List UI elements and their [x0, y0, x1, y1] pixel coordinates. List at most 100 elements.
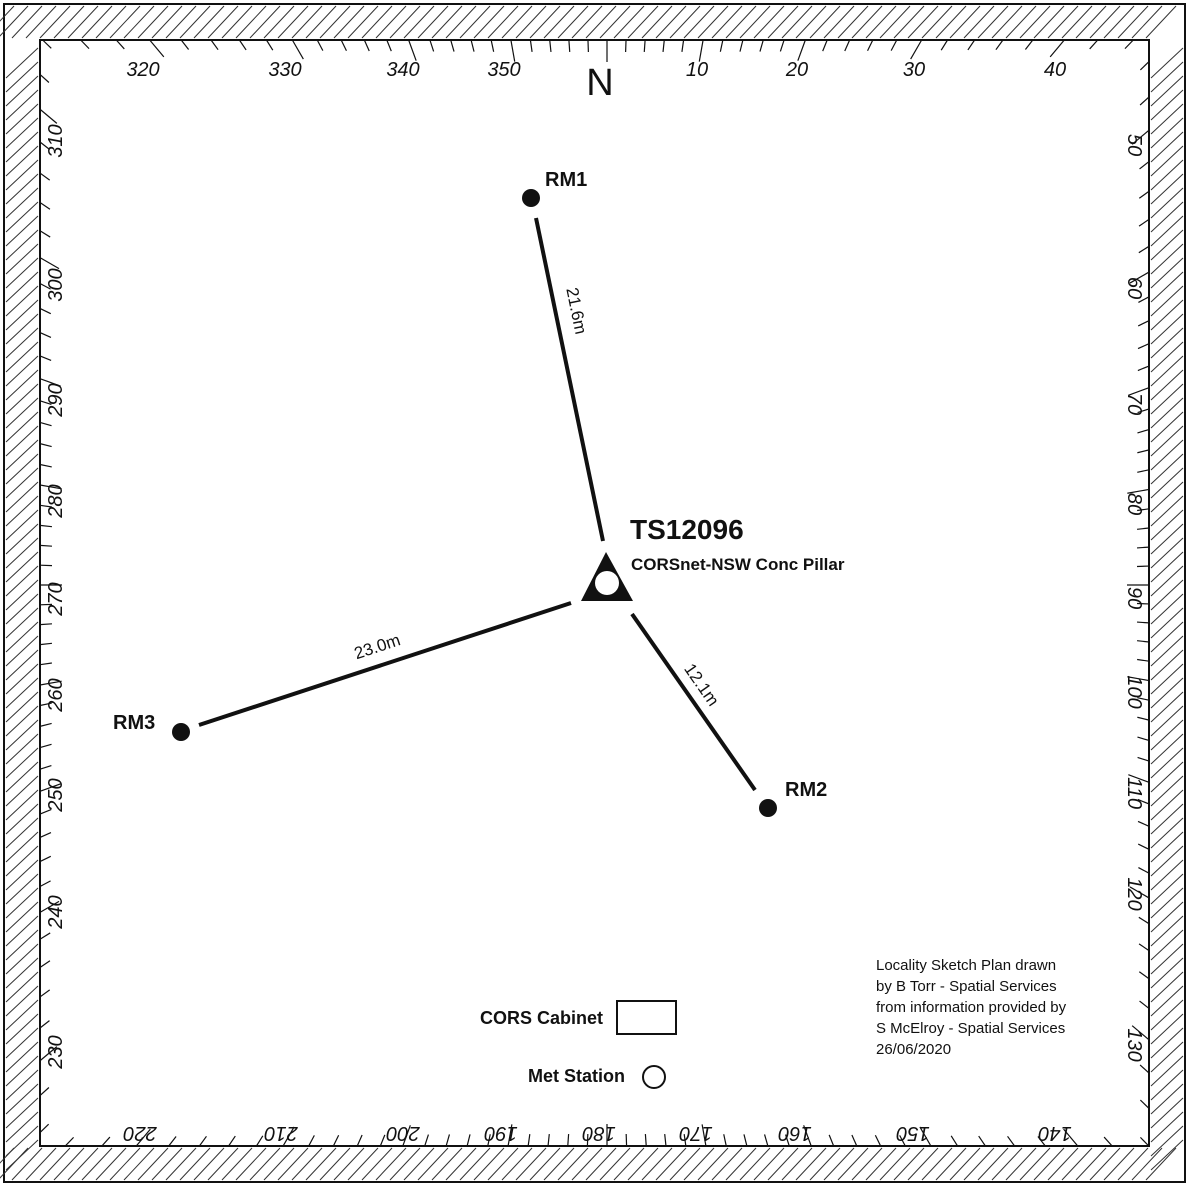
- rm1-distance: 21.6m: [562, 286, 590, 336]
- hatch-stroke: [1145, 1147, 1177, 1181]
- hatch-stroke: [5, 859, 39, 891]
- met-station-circle-icon: [642, 1065, 666, 1089]
- hatch-stroke: [221, 1147, 253, 1181]
- hatch-stroke: [207, 1147, 239, 1181]
- hatch-stroke: [711, 1147, 743, 1181]
- bearing-label: 200: [386, 1122, 420, 1144]
- hatch-stroke: [11, 1147, 43, 1181]
- hatch-stroke: [235, 5, 267, 39]
- degree-tick: [340, 39, 347, 52]
- hatch-stroke: [5, 215, 39, 247]
- hatch-stroke: [5, 985, 39, 1017]
- hatch-stroke: [1150, 649, 1184, 681]
- hatch-stroke: [5, 747, 39, 779]
- bearing-label: 230: [45, 1035, 67, 1069]
- degree-tick: [1128, 774, 1150, 783]
- hatch-stroke: [1150, 313, 1184, 345]
- hatch-stroke: [1150, 579, 1184, 611]
- hatch-stroke: [5, 691, 39, 723]
- hatch-stroke: [5, 677, 39, 709]
- hatch-stroke: [5, 313, 39, 345]
- rm3-distance: 23.0m: [352, 630, 403, 663]
- degree-tick: [39, 809, 52, 815]
- degree-tick: [39, 443, 52, 448]
- degree-tick: [356, 1134, 363, 1147]
- degree-tick: [39, 230, 51, 238]
- hatch-stroke: [1150, 607, 1184, 639]
- hatch-stroke: [935, 5, 967, 39]
- degree-tick: [664, 1134, 667, 1147]
- degree-tick: [39, 544, 53, 547]
- hatch-stroke: [5, 873, 39, 905]
- degree-tick: [180, 39, 190, 50]
- degree-tick: [1138, 190, 1150, 199]
- hatch-stroke: [1150, 257, 1184, 289]
- hatch-stroke: [879, 1147, 911, 1181]
- hatch-stroke: [5, 1055, 39, 1087]
- hatch-stroke: [417, 5, 449, 39]
- bearing-label: 60: [1123, 277, 1145, 299]
- hatch-stroke: [501, 1147, 533, 1181]
- hatch-stroke: [1019, 1147, 1051, 1181]
- degree-tick: [39, 855, 52, 863]
- cabinet-rectangle-icon: [616, 1000, 677, 1035]
- hatch-stroke: [1150, 369, 1184, 401]
- credit-line: 26/06/2020: [876, 1041, 951, 1058]
- degree-tick: [39, 307, 52, 315]
- hatch-stroke: [5, 355, 39, 387]
- hatch-stroke: [1019, 5, 1051, 39]
- bearing-label: 210: [264, 1122, 298, 1144]
- degree-tick: [379, 1134, 386, 1147]
- bearing-label: 180: [582, 1122, 615, 1144]
- degree-tick: [39, 108, 58, 124]
- hatch-stroke: [963, 5, 995, 39]
- hatch-stroke: [1150, 789, 1184, 821]
- hatch-stroke: [795, 1147, 827, 1181]
- hatch-stroke: [1150, 131, 1184, 163]
- hatch-stroke: [613, 5, 645, 39]
- bearing-label: 290: [45, 383, 67, 417]
- degree-tick: [527, 1134, 531, 1147]
- hatch-stroke: [179, 1147, 211, 1181]
- hatch-stroke: [1150, 901, 1184, 933]
- degree-tick: [743, 1134, 748, 1147]
- hatch-stroke: [1150, 75, 1184, 107]
- hatch-stroke: [865, 1147, 897, 1181]
- hatch-stroke: [95, 1147, 127, 1181]
- hatch-stroke: [151, 1147, 183, 1181]
- degree-tick: [759, 39, 764, 52]
- degree-tick: [803, 1125, 812, 1147]
- degree-tick: [450, 39, 455, 52]
- hatch-stroke: [697, 1147, 729, 1181]
- hatch-stroke: [1150, 243, 1184, 275]
- hatch-stroke: [5, 61, 39, 93]
- hatch-stroke: [1005, 5, 1037, 39]
- degree-tick: [719, 39, 724, 52]
- degree-tick: [874, 1134, 882, 1147]
- hatch-stroke: [1150, 845, 1184, 877]
- bearing-label: 70: [1123, 393, 1145, 415]
- degree-tick: [1137, 408, 1150, 414]
- hatch-stroke: [5, 453, 39, 485]
- hatch-stroke: [543, 1147, 575, 1181]
- degree-tick: [39, 702, 52, 707]
- hatch-stroke: [333, 5, 365, 39]
- hatch-stroke: [1150, 957, 1184, 989]
- hatch-stroke: [5, 957, 39, 989]
- hatch-stroke: [1150, 859, 1184, 891]
- degree-tick: [39, 1046, 58, 1062]
- hatch-stroke: [949, 5, 981, 39]
- hatch-stroke: [991, 1147, 1023, 1181]
- degree-tick: [1138, 867, 1150, 874]
- hatch-stroke: [949, 1147, 981, 1181]
- hatch-stroke: [11, 5, 43, 39]
- hatch-stroke: [249, 1147, 281, 1181]
- survey-lines: [198, 217, 757, 792]
- degree-tick: [424, 1134, 429, 1147]
- hatch-stroke: [1150, 285, 1184, 317]
- hatch-stroke: [347, 1147, 379, 1181]
- hatch-stroke: [5, 47, 39, 79]
- degree-tick: [1124, 39, 1134, 50]
- hatch-stroke: [5, 481, 39, 513]
